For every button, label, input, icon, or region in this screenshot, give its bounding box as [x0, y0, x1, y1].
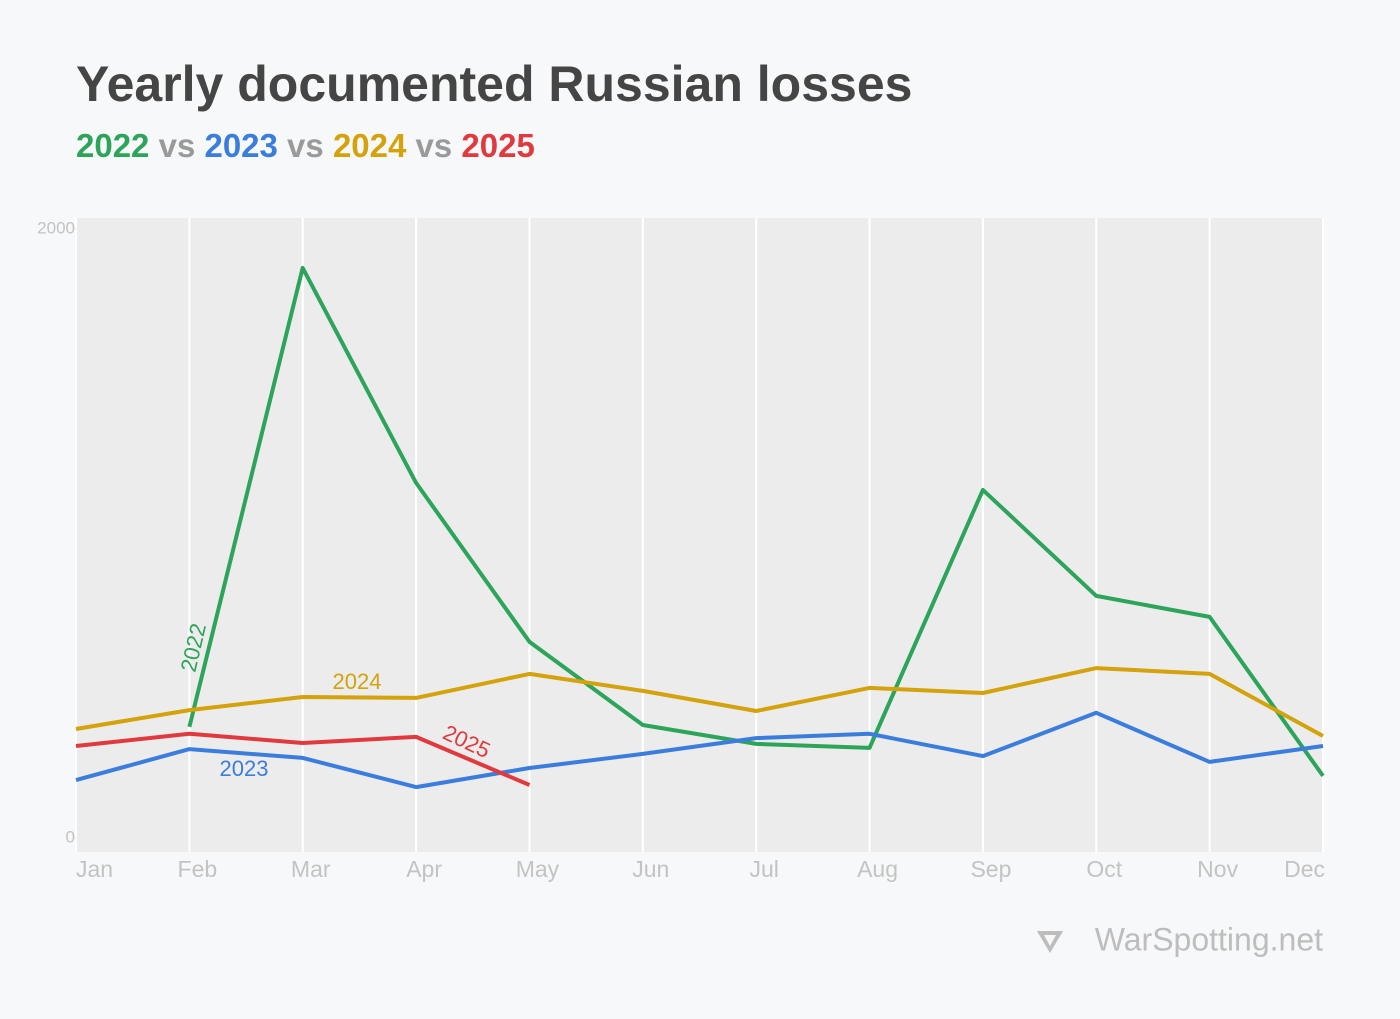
x-tick-label: Aug — [857, 856, 898, 882]
x-tick-label: May — [516, 856, 560, 882]
source: WarSpotting.net — [1037, 921, 1323, 957]
x-tick-label: Jan — [76, 856, 113, 882]
subtitle-separator: vs — [278, 127, 333, 164]
x-tick-label: Sep — [970, 856, 1011, 882]
x-tick-label: Feb — [178, 856, 218, 882]
subtitle-series: 2022 — [76, 127, 149, 164]
y-tick-label: 2000 — [37, 218, 75, 237]
series-label: 2023 — [220, 756, 269, 781]
x-tick-label: Mar — [291, 856, 331, 882]
source-icon — [1037, 931, 1063, 953]
x-tick-label: Jul — [749, 856, 778, 882]
x-tick-label: Jun — [632, 856, 669, 882]
series-line — [75, 666, 1324, 738]
chart-subtitle: 2022 vs 2023 vs 2024 vs 2025 — [76, 127, 535, 164]
x-tick-label: Oct — [1086, 856, 1122, 882]
x-tick-label: Nov — [1197, 856, 1238, 882]
chart-title: Yearly documented Russian losses — [76, 56, 912, 112]
series-line — [75, 731, 531, 787]
subtitle-series: 2023 — [204, 127, 277, 164]
subtitle-series: 2025 — [461, 127, 534, 164]
subtitle-separator: vs — [149, 127, 204, 164]
subtitle-separator: vs — [406, 127, 461, 164]
series-line — [75, 710, 1324, 790]
series-label: 2024 — [333, 669, 382, 694]
x-tick-label: Apr — [406, 856, 442, 882]
x-tick-label: Dec — [1284, 856, 1325, 882]
subtitle-series: 2024 — [333, 127, 407, 164]
y-tick-label: 0 — [66, 827, 75, 846]
source-text: WarSpotting.net — [1095, 921, 1323, 957]
series-line — [187, 265, 1325, 778]
